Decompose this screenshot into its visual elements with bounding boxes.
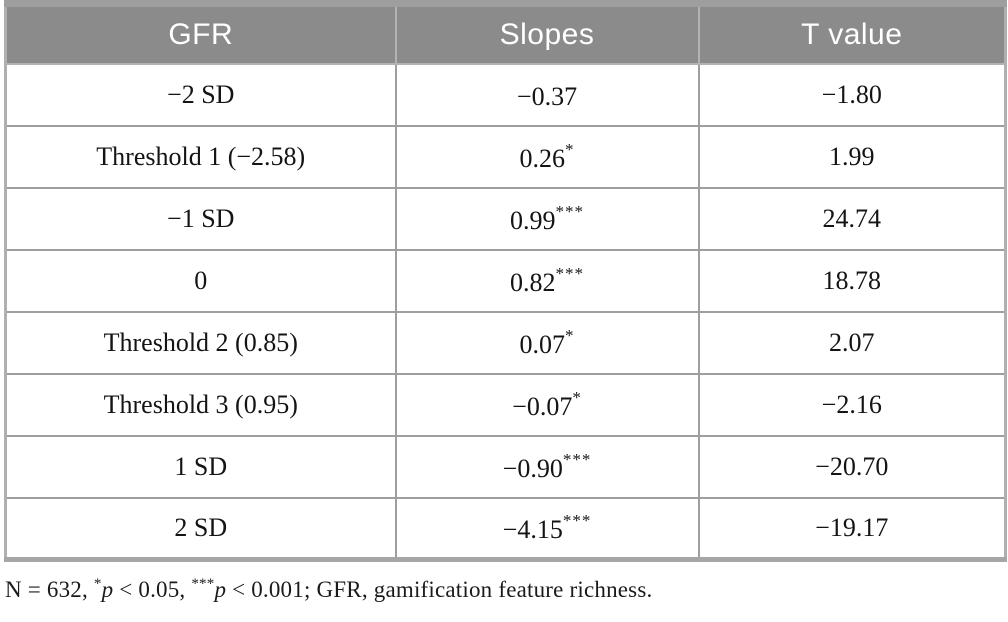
gfr-cell: Threshold 1 (−2.58) [4,124,397,189]
simple-slopes-table: GFR Slopes T value −2 SD −0.37 −1.80 Thr… [4,0,1007,562]
t-value-cell: 1.99 [697,124,1007,189]
slope-value: −0.07 [512,391,573,421]
table-body: −2 SD −0.37 −1.80 Threshold 1 (−2.58) 0.… [4,62,1007,561]
significance-marker: * [565,325,575,345]
t-value-cell: 24.74 [697,186,1007,251]
footnote-sig-star: * [93,576,102,592]
slope-cell: −0.37 [394,62,700,127]
slope-cell: 0.26* [394,124,700,189]
slope-value: 0.82 [510,267,556,297]
t-value-cell: −2.16 [697,372,1007,437]
footnote-p-threshold-1: < 0.05, [113,577,192,602]
table-row: 2 SD −4.15*** −19.17 [4,496,1007,561]
slope-value: −0.90 [502,453,563,483]
table-row: 0 0.82*** 18.78 [4,248,1007,313]
table-row: 1 SD −0.90*** −20.70 [4,434,1007,499]
table-row: −2 SD −0.37 −1.80 [4,62,1007,127]
gfr-cell: Threshold 2 (0.85) [4,310,397,375]
significance-marker: *** [562,449,592,469]
significance-marker: * [572,387,582,407]
table-row: Threshold 1 (−2.58) 0.26* 1.99 [4,124,1007,189]
slope-cell: −4.15*** [394,496,700,561]
header-row: GFR Slopes T value [4,3,1007,65]
column-header-gfr: GFR [4,3,397,65]
footnote-p-symbol: p [101,577,114,602]
gfr-cell: Threshold 3 (0.95) [4,372,397,437]
gfr-cell: −1 SD [4,186,397,251]
footnote-p-symbol: p [214,577,227,602]
table-row: −1 SD 0.99*** 24.74 [4,186,1007,251]
footnote-sig-stars: *** [191,576,215,592]
t-value-cell: 18.78 [697,248,1007,313]
column-header-t-value: T value [697,3,1007,65]
significance-marker: * [565,139,575,159]
t-value-cell: −1.80 [697,62,1007,127]
slope-cell: 0.07* [394,310,700,375]
footnote-abbreviation-note: < 0.001; GFR, gamification feature richn… [226,577,653,602]
t-value-cell: −20.70 [697,434,1007,499]
significance-marker: *** [555,263,584,283]
column-header-slopes: Slopes [394,3,700,65]
t-value-cell: −19.17 [697,496,1007,561]
significance-marker: *** [555,201,584,221]
gfr-cell: −2 SD [4,62,397,127]
table-row: Threshold 2 (0.85) 0.07* 2.07 [4,310,1007,375]
slope-value: 0.07 [519,329,566,359]
table-row: Threshold 3 (0.95) −0.07* −2.16 [4,372,1007,437]
slope-value: 0.26 [519,143,566,173]
slope-value: −0.37 [516,81,578,111]
gfr-cell: 1 SD [4,434,397,499]
slope-cell: −0.07* [394,372,700,437]
slope-cell: −0.90*** [394,434,700,499]
significance-marker: *** [562,510,592,530]
slope-cell: 0.82*** [394,248,700,313]
slope-value: 0.99 [510,205,556,235]
gfr-cell: 2 SD [4,496,397,561]
t-value-cell: 2.07 [697,310,1007,375]
gfr-cell: 0 [4,248,397,313]
footnote-sample-size: N = 632, [5,577,94,602]
table-header: GFR Slopes T value [4,3,1007,65]
slope-cell: 0.99*** [394,186,700,251]
slope-value: −4.15 [502,514,563,544]
table-footnote: N = 632, *p < 0.05, ***p < 0.001; GFR, g… [5,576,1008,603]
